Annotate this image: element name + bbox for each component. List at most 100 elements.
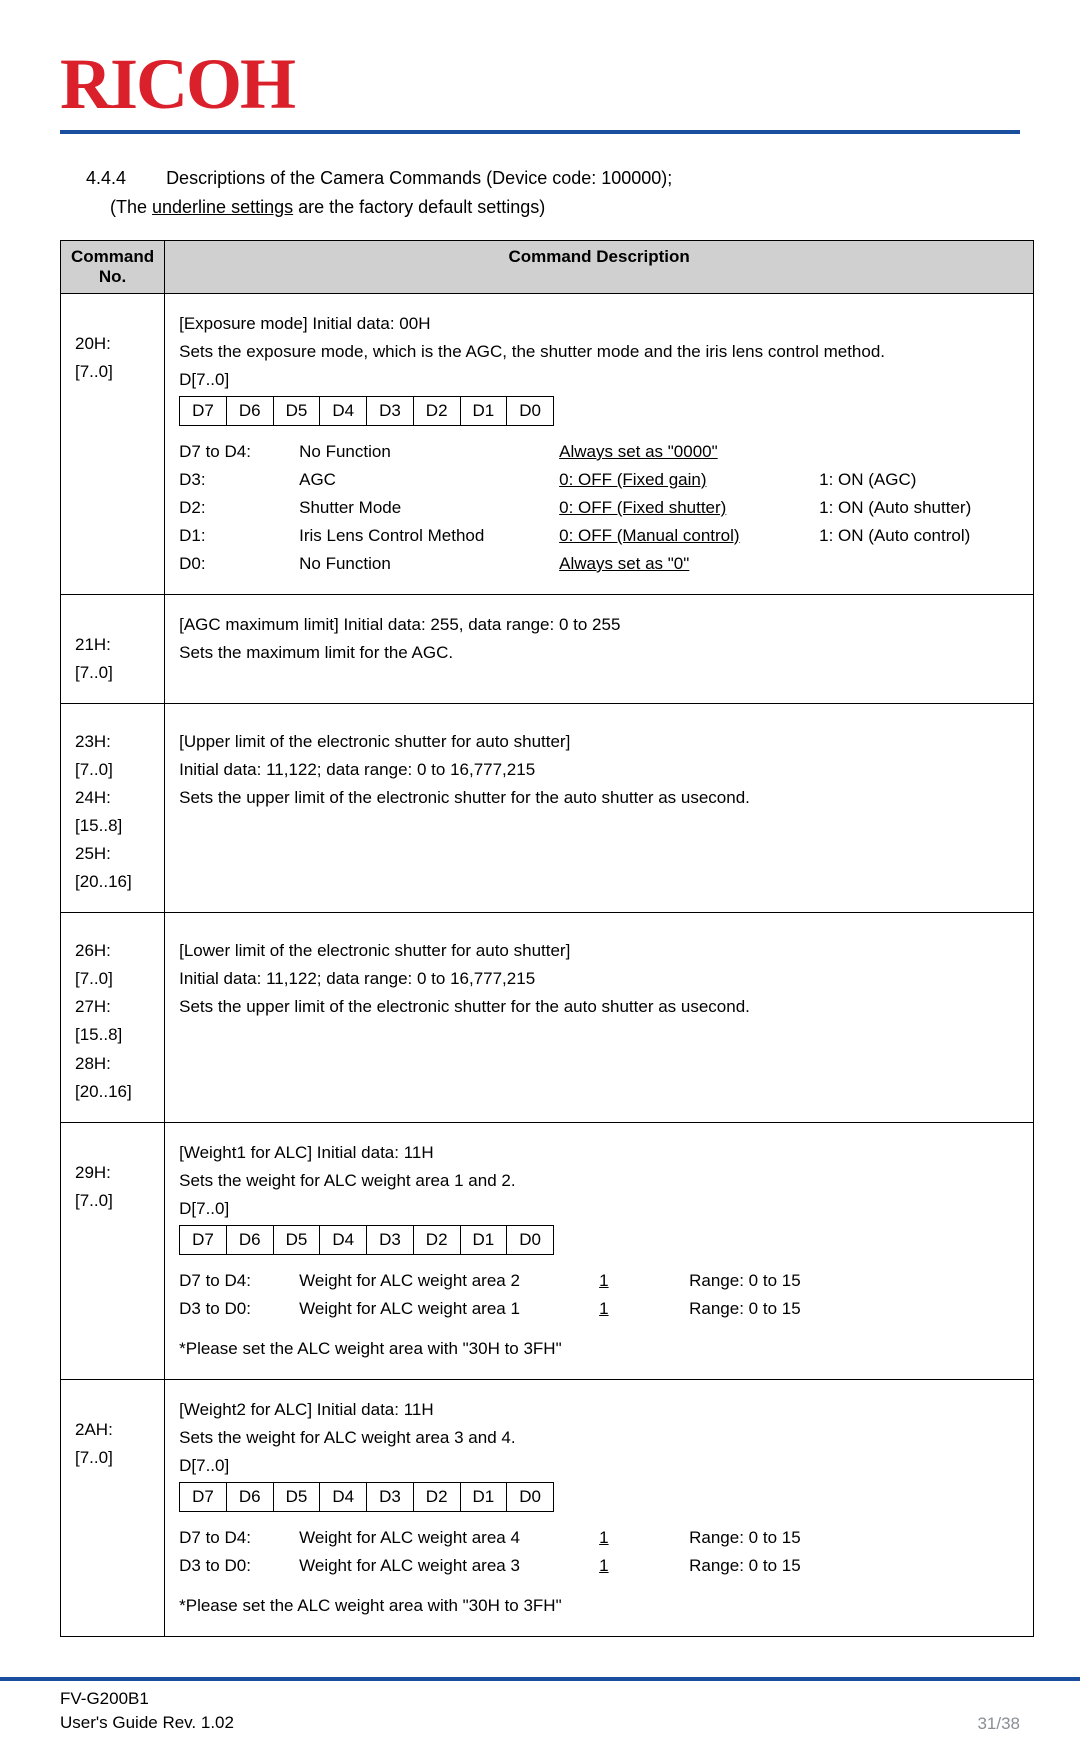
bit-cell: D3 [367,396,414,425]
num-line: 27H: [15..8] [75,993,150,1049]
section-sub-suffix: are the factory default settings) [293,197,545,217]
num-line: 26H: [7..0] [75,937,150,993]
bit-cell: D1 [460,1482,507,1511]
weight-name: Weight for ALC weight area 4 [299,1524,599,1552]
bit-cell: D6 [226,1225,273,1254]
bit-cell: D5 [273,396,320,425]
bit-cell: D6 [226,1482,273,1511]
field-on [819,550,1019,578]
weight-range: Range: 0 to 15 [689,1524,889,1552]
bit-cell: D7 [180,1482,227,1511]
num-line: 24H: [15..8] [75,784,150,840]
field-bit: D2: [179,494,299,522]
bit-cell: D1 [460,396,507,425]
cmd-29h-bits: D7 D6 D5 D4 D3 D2 D1 D0 [179,1225,554,1255]
col-header-command-desc: Command Description [165,240,1034,293]
cmd-2ah-subtitle: Sets the weight for ALC weight area 3 an… [179,1424,1019,1452]
field-default: Always set as "0000" [559,442,718,461]
desc-line: Sets the upper limit of the electronic s… [179,784,1019,812]
section-number: 4.4.4 [86,168,126,188]
bit-cell: D2 [413,1225,460,1254]
num-line: 25H: [20..16] [75,840,150,896]
cmd-20h-num: 20H: [7..0] [61,293,165,594]
weight-range: Range: 0 to 15 [689,1552,889,1580]
weight-row: D3 to D0: Weight for ALC weight area 1 1… [179,1295,1019,1323]
weight-bit: D3 to D0: [179,1295,299,1323]
weight-default: 1 [599,1299,608,1318]
cmd-20h-desc: [Exposure mode] Initial data: 00H Sets t… [165,293,1034,594]
cmd-29h-title: [Weight1 for ALC] Initial data: 11H [179,1139,1019,1167]
desc-line: [Upper limit of the electronic shutter f… [179,728,1019,756]
section-subtitle: (The underline settings are the factory … [110,197,1020,218]
cmd-26h-desc: [Lower limit of the electronic shutter f… [165,913,1034,1122]
top-divider [60,130,1020,134]
field-on: 1: ON (Auto control) [819,522,1019,550]
bit-cell: D6 [226,396,273,425]
section-title-text: Descriptions of the Camera Commands (Dev… [166,168,672,188]
bit-cell: D0 [507,396,554,425]
field-default: 0: OFF (Fixed shutter) [559,498,726,517]
cmd-29h-note: *Please set the ALC weight area with "30… [179,1335,1019,1363]
field-default: 0: OFF (Manual control) [559,526,739,545]
field-on [819,438,1019,466]
weight-bit: D7 to D4: [179,1267,299,1295]
desc-line: Initial data: 11,122; data range: 0 to 1… [179,965,1019,993]
cmd-29h-desc: [Weight1 for ALC] Initial data: 11H Sets… [165,1122,1034,1379]
cmd-2ah-note: *Please set the ALC weight area with "30… [179,1592,1019,1620]
bit-cell: D3 [367,1225,414,1254]
weight-row: D7 to D4: Weight for ALC weight area 4 1… [179,1524,1019,1552]
field-row: D2: Shutter Mode 0: OFF (Fixed shutter) … [179,494,1019,522]
field-on: 1: ON (Auto shutter) [819,494,1019,522]
field-row: D7 to D4: No Function Always set as "000… [179,438,1019,466]
weight-range: Range: 0 to 15 [689,1295,889,1323]
cmd-21h-num: 21H: [7..0] [61,594,165,703]
field-row: D1: Iris Lens Control Method 0: OFF (Man… [179,522,1019,550]
col-header-command-no: Command No. [61,240,165,293]
commands-table: Command No. Command Description 20H: [7.… [60,240,1034,1637]
field-name: No Function [299,438,559,466]
cmd-26h-num: 26H: [7..0] 27H: [15..8] 28H: [20..16] [61,913,165,1122]
field-default: 0: OFF (Fixed gain) [559,470,706,489]
field-name: No Function [299,550,559,578]
footer-model: FV-G200B1 [60,1687,234,1711]
num-line: 28H: [20..16] [75,1050,150,1106]
bit-cell: D2 [413,396,460,425]
cmd-21h-subtitle: Sets the maximum limit for the AGC. [179,639,1019,667]
cmd-21h-desc: [AGC maximum limit] Initial data: 255, d… [165,594,1034,703]
bit-cell: D5 [273,1225,320,1254]
field-row: D0: No Function Always set as "0" [179,550,1019,578]
cmd-20h-title: [Exposure mode] Initial data: 00H [179,310,1019,338]
cmd-20h-bits: D7 D6 D5 D4 D3 D2 D1 D0 [179,396,554,426]
weight-row: D3 to D0: Weight for ALC weight area 3 1… [179,1552,1019,1580]
num-line: 23H: [7..0] [75,728,150,784]
footer-guide: User's Guide Rev. 1.02 [60,1711,234,1735]
bit-cell: D2 [413,1482,460,1511]
section-sub-prefix: (The [110,197,152,217]
bit-cell: D1 [460,1225,507,1254]
bit-cell: D4 [320,396,367,425]
bit-cell: D4 [320,1482,367,1511]
desc-line: Initial data: 11,122; data range: 0 to 1… [179,756,1019,784]
cmd-21h-title: [AGC maximum limit] Initial data: 255, d… [179,611,1019,639]
cmd-2ah-desc: [Weight2 for ALC] Initial data: 11H Sets… [165,1379,1034,1636]
cmd-2ah-bits-label: D[7..0] [179,1452,1019,1480]
bit-cell: D0 [507,1225,554,1254]
weight-name: Weight for ALC weight area 2 [299,1267,599,1295]
desc-line: Sets the upper limit of the electronic s… [179,993,1019,1021]
brand-logo: RICOH [60,48,1020,120]
field-bit: D1: [179,522,299,550]
field-name: Iris Lens Control Method [299,522,559,550]
field-row: D3: AGC 0: OFF (Fixed gain) 1: ON (AGC) [179,466,1019,494]
weight-bit: D3 to D0: [179,1552,299,1580]
weight-row: D7 to D4: Weight for ALC weight area 2 1… [179,1267,1019,1295]
weight-default: 1 [599,1556,608,1575]
bit-cell: D7 [180,1225,227,1254]
weight-default: 1 [599,1528,608,1547]
page-footer: FV-G200B1 User's Guide Rev. 1.02 31/38 [0,1681,1080,1764]
cmd-2ah-num: 2AH: [7..0] [61,1379,165,1636]
section-sub-underline: underline settings [152,197,293,217]
section-heading: 4.4.4 Descriptions of the Camera Command… [86,164,1020,193]
cmd-2ah-bits: D7 D6 D5 D4 D3 D2 D1 D0 [179,1482,554,1512]
field-name: AGC [299,466,559,494]
footer-page: 31/38 [977,1714,1020,1734]
